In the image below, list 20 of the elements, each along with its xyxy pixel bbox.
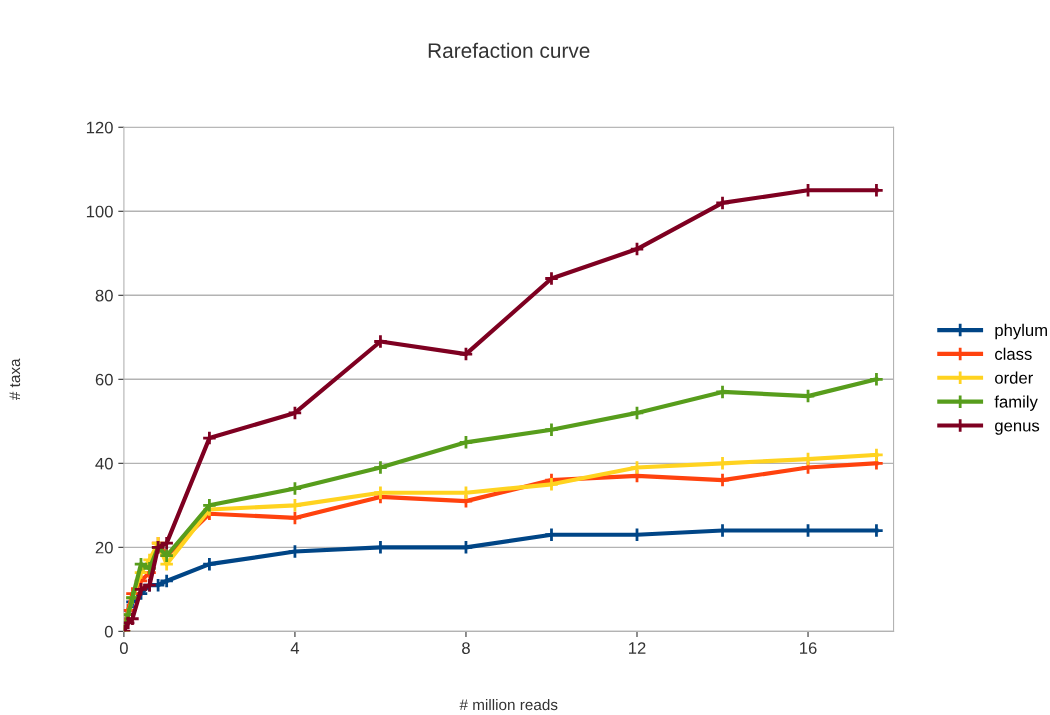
y-tick-label: 80	[95, 289, 113, 302]
x-axis-title: # million reads	[459, 698, 558, 711]
y-tick-label: 0	[104, 625, 113, 638]
legend-label: order	[995, 371, 1033, 384]
y-tick-label: 100	[86, 205, 113, 218]
legend-label: family	[994, 395, 1038, 411]
chart-title: Rarefaction curve	[428, 42, 590, 59]
legend-label: genus	[995, 422, 1040, 435]
legend-label: phylum	[995, 323, 1047, 340]
y-axis-title: # taxa	[9, 358, 21, 401]
x-tick-label: 8	[462, 642, 470, 654]
y-tick-label: 20	[95, 541, 113, 554]
x-tick-label: 4	[290, 642, 300, 654]
y-tick-label: 60	[95, 373, 113, 386]
y-tick-label: 120	[86, 121, 113, 134]
legend-label: class	[995, 347, 1032, 360]
x-tick-label: 12	[629, 642, 646, 654]
y-tick-label: 40	[95, 457, 113, 470]
x-tick-label: 16	[800, 642, 817, 654]
x-tick-label: 0	[119, 642, 128, 654]
